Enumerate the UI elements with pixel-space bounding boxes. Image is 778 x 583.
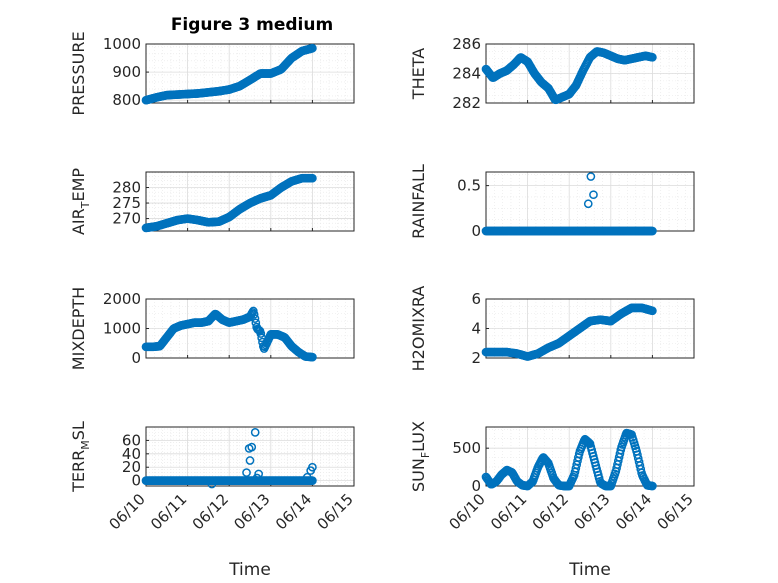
x-tick-label: 06/11 bbox=[147, 490, 190, 533]
series-points bbox=[141, 306, 317, 362]
y-tick-label: 900 bbox=[112, 63, 141, 81]
y-tick-label: 1000 bbox=[103, 35, 141, 53]
x-tick-label: 06/13 bbox=[230, 490, 273, 533]
y-tick-label: 6 bbox=[471, 290, 481, 308]
x-axis-label: Time bbox=[228, 560, 271, 580]
data-point bbox=[648, 306, 657, 316]
data-point bbox=[250, 428, 260, 437]
panel-right-1: 282 284 286 THETA bbox=[409, 35, 695, 112]
x-tick-label: 06/12 bbox=[529, 490, 572, 533]
y-tick-label: 800 bbox=[112, 91, 141, 109]
panel-right-2: 0 0.5 RAINFALL bbox=[409, 164, 695, 240]
y-axis-label: H2OMIXRA bbox=[409, 286, 428, 372]
series-points bbox=[481, 428, 657, 491]
y-axis-label: MIXDEPTH bbox=[69, 287, 88, 370]
figure-title: Figure 3 medium bbox=[171, 15, 333, 35]
x-tick-label: 06/14 bbox=[272, 490, 315, 533]
x-tick-label: 06/14 bbox=[612, 490, 655, 533]
data-point bbox=[648, 52, 657, 62]
x-tick-label: 06/15 bbox=[314, 490, 357, 533]
x-axis-label: Time bbox=[568, 560, 611, 580]
panel-left-3: 0 1000 2000 MIXDEPTH bbox=[69, 287, 355, 370]
axes-frame bbox=[145, 171, 355, 232]
y-tick-label: 0.5 bbox=[457, 177, 481, 195]
axes-box bbox=[485, 171, 695, 232]
y-tick-label: 0 bbox=[131, 472, 141, 490]
data-point bbox=[207, 479, 217, 489]
data-point bbox=[589, 190, 598, 200]
data-point bbox=[249, 309, 259, 319]
x-tick-label: 06/11 bbox=[487, 490, 530, 533]
data-point bbox=[250, 314, 260, 323]
y-tick-label: 1000 bbox=[103, 320, 141, 338]
y-axis-label: AIRTEMP bbox=[69, 168, 92, 235]
series-points bbox=[481, 172, 657, 236]
data-point bbox=[308, 173, 317, 183]
data-point bbox=[583, 199, 593, 209]
y-axis-label: RAINFALL bbox=[409, 164, 428, 239]
panel-right-3: 2 4 6 H2OMIXRA bbox=[409, 286, 695, 372]
y-tick-label: 2000 bbox=[103, 290, 141, 308]
y-tick-label: 275 bbox=[112, 194, 141, 212]
y-tick-label: 282 bbox=[452, 94, 481, 112]
data-point bbox=[308, 43, 317, 53]
series-points bbox=[141, 43, 317, 105]
y-tick-label: 20 bbox=[122, 458, 141, 476]
y-tick-label: 500 bbox=[452, 439, 481, 457]
panel-left-1: 800 900 1000 PRESSURE bbox=[69, 31, 355, 116]
panel-right-4: 0 500 SUNFLUX 06/1006/1106/1206/1306/1406/1… bbox=[409, 421, 697, 580]
x-tick-label: 06/13 bbox=[570, 490, 613, 533]
series-points bbox=[481, 303, 657, 361]
data-point bbox=[256, 329, 266, 338]
y-tick-label: 284 bbox=[452, 65, 481, 83]
data-point bbox=[586, 172, 596, 181]
y-tick-label: 0 bbox=[131, 349, 141, 367]
y-axis-label: THETA bbox=[409, 48, 428, 100]
y-tick-label: 270 bbox=[112, 210, 141, 228]
y-tick-label: 2 bbox=[471, 349, 481, 367]
y-axis-label: TERRMSL bbox=[69, 421, 92, 493]
axes-frame bbox=[145, 43, 355, 104]
data-point bbox=[308, 352, 317, 362]
x-tick-label: 06/10 bbox=[106, 490, 149, 533]
series-points bbox=[481, 47, 657, 105]
y-tick-label: 0 bbox=[471, 222, 481, 240]
data-point bbox=[252, 473, 262, 483]
axes-frame bbox=[485, 426, 695, 487]
data-point bbox=[247, 442, 257, 452]
axes-frame bbox=[145, 426, 355, 487]
x-tick-label: 06/10 bbox=[446, 490, 489, 533]
y-axis-label: PRESSURE bbox=[69, 31, 88, 115]
data-point bbox=[648, 481, 657, 491]
data-point bbox=[308, 462, 317, 472]
series-points bbox=[141, 173, 317, 233]
y-tick-label: 40 bbox=[122, 445, 141, 463]
y-tick-label: 60 bbox=[122, 431, 141, 449]
y-tick-label: 4 bbox=[471, 320, 481, 338]
data-point bbox=[242, 468, 251, 477]
data-point bbox=[254, 469, 264, 479]
y-axis-label: SUNFLUX bbox=[409, 421, 432, 492]
x-tick-label: 06/12 bbox=[189, 490, 232, 533]
data-point bbox=[302, 472, 312, 482]
x-tick-label: 06/15 bbox=[654, 490, 697, 533]
y-tick-label: 286 bbox=[452, 35, 481, 53]
y-tick-label: 0 bbox=[471, 477, 481, 495]
data-point bbox=[245, 456, 255, 465]
y-tick-label: 280 bbox=[112, 179, 141, 197]
data-point bbox=[648, 226, 657, 236]
series-points bbox=[141, 428, 317, 489]
